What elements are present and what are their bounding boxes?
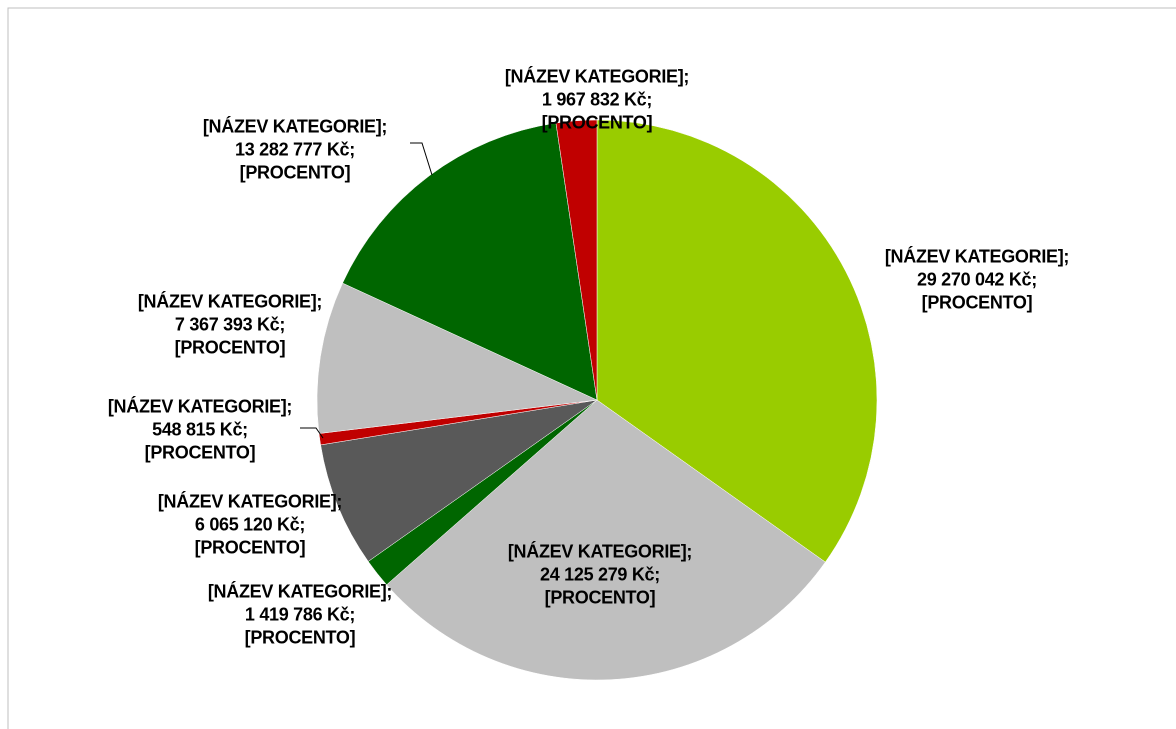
pie-slice [555, 119, 598, 401]
data-label: [NÁZEV KATEGORIE]; 548 815 Kč; [PROCENTO… [107, 396, 293, 463]
pie-slice [316, 282, 598, 434]
leader-line [300, 427, 324, 439]
pie-slice [320, 399, 598, 562]
leader-line [410, 142, 433, 176]
data-label: [NÁZEV KATEGORIE]; 7 367 393 Kč; [PROCEN… [137, 291, 323, 358]
data-label: [NÁZEV KATEGORIE]; 24 125 279 Kč; [PROCE… [507, 541, 693, 608]
pie-slice [596, 119, 878, 563]
data-label: [NÁZEV KATEGORIE]; 6 065 120 Kč; [PROCEN… [157, 491, 343, 558]
data-label: [NÁZEV KATEGORIE]; 1 419 786 Kč; [PROCEN… [207, 581, 393, 648]
pie-slice [386, 399, 826, 681]
frame [7, 7, 1176, 729]
data-label: [NÁZEV KATEGORIE]; 1 967 832 Kč; [PROCEN… [504, 66, 690, 133]
data-label: [NÁZEV KATEGORIE]; 29 270 042 Kč; [PROCE… [884, 246, 1070, 313]
data-label: [NÁZEV KATEGORIE]; 13 282 777 Kč; [PROCE… [202, 116, 388, 183]
pie-slice [342, 122, 598, 401]
